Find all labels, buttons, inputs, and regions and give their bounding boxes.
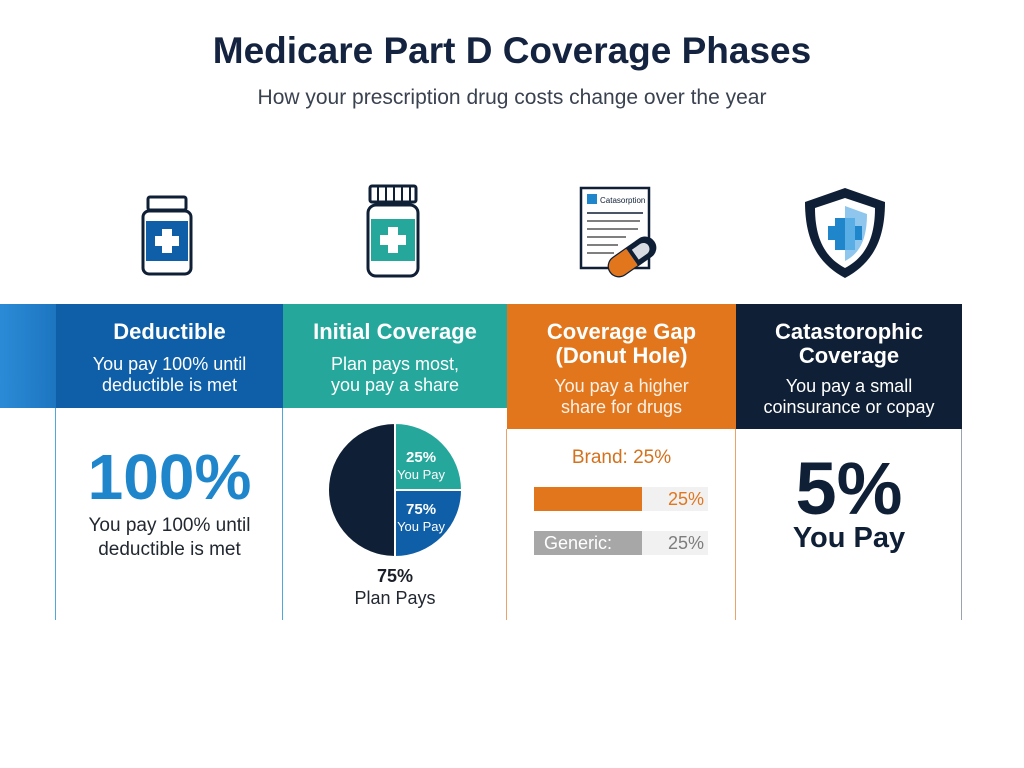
brand-bar: 25% <box>534 487 708 511</box>
deductible-body-line-2: deductible is met <box>98 539 241 560</box>
deductible-header: Deductible You pay 100% until deductible… <box>56 304 283 408</box>
pie-footer-text: Plan Pays <box>354 588 436 608</box>
pill-bottle-icon <box>364 183 422 279</box>
page-title: Medicare Part D Coverage Phases <box>212 30 812 71</box>
catastrophic-desc-line-2: coinsurance or copay <box>763 397 935 417</box>
catastrophic-big-value: 5% <box>795 447 903 530</box>
coverage-gap-title-line-1: Coverage Gap <box>546 319 697 344</box>
catastrophic-desc-line-1: You pay a small <box>785 376 913 396</box>
initial-coverage-title: Initial Coverage <box>313 319 477 344</box>
page-subtitle: How your prescription drug costs change … <box>257 86 767 109</box>
deductible-desc-line-2: deductible is met <box>101 375 238 395</box>
column-divider <box>735 429 736 620</box>
initial-coverage-desc-line-2: you pay a share <box>330 375 460 395</box>
catastrophic-header: Catastorophic Coverage You pay a small c… <box>736 304 962 429</box>
initial-coverage-desc-line-1: Plan pays most, <box>330 354 460 374</box>
pie-slice-text-label: You Pay <box>397 467 445 482</box>
pie-slice-blue <box>394 489 464 559</box>
initial-coverage-header: Initial Coverage Plan pays most, you pay… <box>283 304 507 408</box>
brand-bar-fill <box>534 487 642 511</box>
coverage-gap-desc-line-1: You pay a higher <box>554 376 689 396</box>
generic-bar-label: Generic: <box>544 533 613 553</box>
deductible-big-value: 100% <box>87 441 252 513</box>
deductible-title: Deductible <box>113 319 226 344</box>
coverage-gap-header: Coverage Gap (Donut Hole) You pay a high… <box>507 304 736 429</box>
deductible-body-line-1: You pay 100% until <box>88 515 251 536</box>
pie-slice-text-label: You Pay <box>397 519 445 534</box>
coverage-gap-title-line-2: (Donut Hole) <box>555 343 688 368</box>
column-divider <box>506 429 507 620</box>
brand-bar-value: 25% <box>667 489 704 509</box>
pie-slice-value-label: 25% <box>406 449 436 466</box>
generic-bar-value: 25% <box>667 533 704 553</box>
catastrophic-title-line-1: Catastorophic <box>775 319 923 344</box>
pill-bottle-icon <box>140 195 194 277</box>
generic-bar: Generic: 25% <box>534 531 708 555</box>
column-divider <box>282 408 283 620</box>
band-left-edge <box>0 304 56 408</box>
deductible-desc-line-1: You pay 100% until <box>92 354 247 374</box>
shield-icon <box>801 184 889 282</box>
pie-slice-teal <box>394 421 464 491</box>
catastrophic-big-text: You Pay <box>792 522 906 554</box>
pie-footer-value: 75% <box>376 566 414 586</box>
coverage-gap-desc-line-2: share for drugs <box>560 397 683 417</box>
prescription-document-icon: Catasorption <box>578 185 662 279</box>
column-divider <box>55 408 56 620</box>
generic-bar-fill <box>534 531 642 555</box>
pie-slice-value-label: 75% <box>406 501 436 518</box>
brand-label: Brand: 25% <box>571 447 672 468</box>
column-divider <box>961 429 962 620</box>
document-label: Catasorption <box>600 196 645 205</box>
pie-slice-dark <box>327 421 396 559</box>
catastrophic-title-line-2: Coverage <box>798 343 900 368</box>
